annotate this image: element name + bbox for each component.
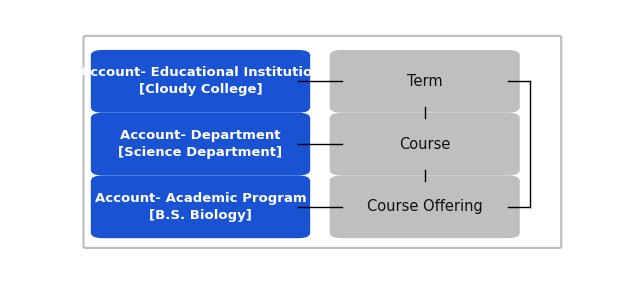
FancyBboxPatch shape <box>330 50 520 113</box>
Text: Course: Course <box>399 137 450 151</box>
Text: Account- Educational Institution
[Cloudy College]: Account- Educational Institution [Cloudy… <box>80 66 321 96</box>
FancyBboxPatch shape <box>330 113 520 175</box>
FancyBboxPatch shape <box>330 175 520 238</box>
Text: Account- Academic Program
[B.S. Biology]: Account- Academic Program [B.S. Biology] <box>95 192 306 222</box>
Text: Course Offering: Course Offering <box>367 199 482 214</box>
FancyBboxPatch shape <box>91 50 310 113</box>
FancyBboxPatch shape <box>84 36 561 248</box>
Text: Term: Term <box>407 74 443 89</box>
FancyBboxPatch shape <box>91 175 310 238</box>
FancyBboxPatch shape <box>91 113 310 175</box>
Text: Account- Department
[Science Department]: Account- Department [Science Department] <box>118 129 282 159</box>
